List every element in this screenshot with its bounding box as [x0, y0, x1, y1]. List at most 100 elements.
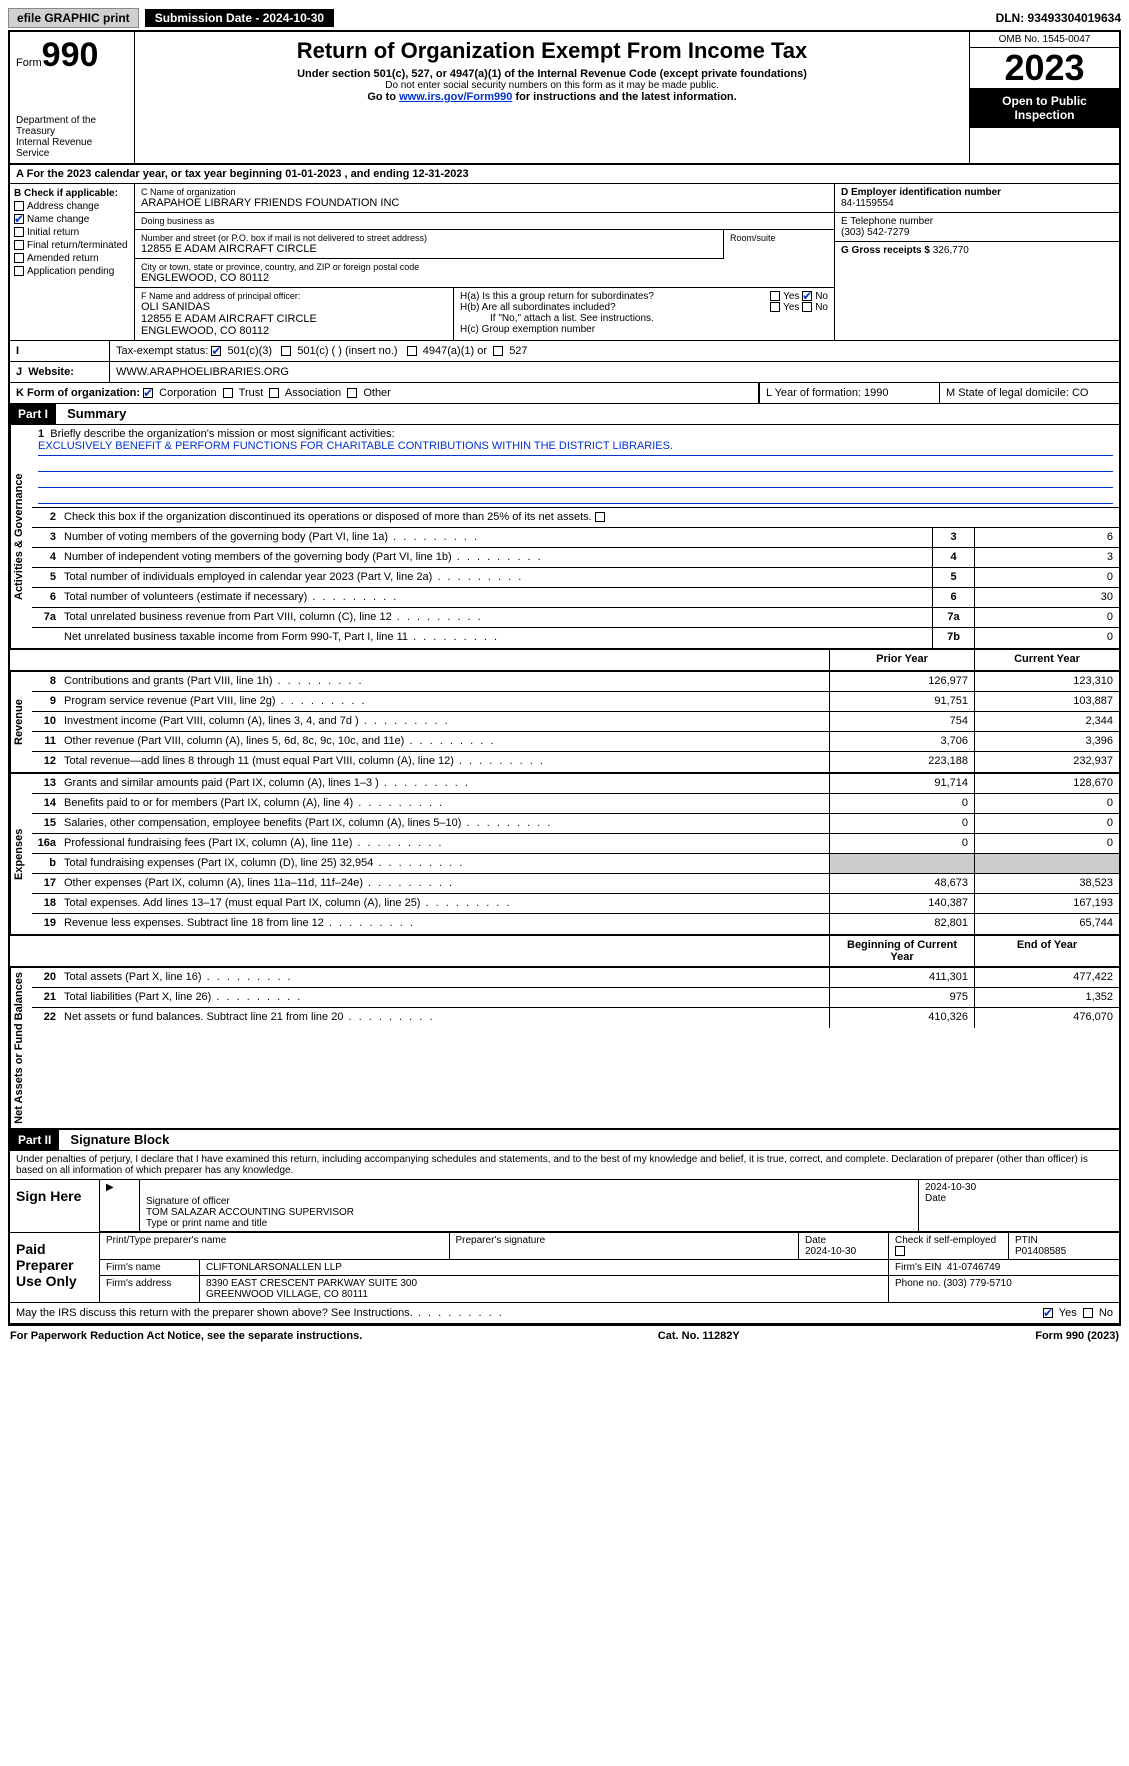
val-4: 3	[974, 548, 1119, 567]
chk-name-change[interactable]	[14, 214, 24, 224]
discuss-yes[interactable]	[1043, 1308, 1053, 1318]
chk-self-employed[interactable]	[895, 1246, 905, 1256]
curr-8: 123,310	[974, 672, 1119, 691]
vtab-netassets: Net Assets or Fund Balances	[10, 968, 32, 1128]
subtitle-3: Go to www.irs.gov/Form990 for instructio…	[143, 91, 961, 103]
curr-15: 0	[974, 814, 1119, 833]
firm-address: 8390 EAST CRESCENT PARKWAY SUITE 300 GRE…	[200, 1276, 889, 1302]
chk-501c3[interactable]	[211, 346, 221, 356]
prior-19: 82,801	[829, 914, 974, 934]
omb-number: OMB No. 1545-0047	[970, 32, 1119, 48]
line-7a: Total unrelated business revenue from Pa…	[60, 608, 932, 627]
part2-hdr: Part II	[10, 1130, 59, 1150]
line-10: Investment income (Part VIII, column (A)…	[60, 712, 829, 731]
line-5: Total number of individuals employed in …	[60, 568, 932, 587]
irs-link[interactable]: www.irs.gov/Form990	[399, 91, 512, 103]
discuss-no[interactable]	[1083, 1308, 1093, 1318]
val-7b: 0	[974, 628, 1119, 648]
chk-527[interactable]	[493, 346, 503, 356]
chk-discontinued[interactable]	[595, 512, 605, 522]
curr-13: 128,670	[974, 774, 1119, 793]
hdr-end: End of Year	[974, 936, 1119, 966]
prior-12: 223,188	[829, 752, 974, 772]
prior-11: 3,706	[829, 732, 974, 751]
line-17: Other expenses (Part IX, column (A), lin…	[60, 874, 829, 893]
street-address: 12855 E ADAM AIRCRAFT CIRCLE	[141, 243, 717, 255]
ptin: P01408585	[1015, 1246, 1066, 1257]
curr-16a: 0	[974, 834, 1119, 853]
chk-assoc[interactable]	[269, 388, 279, 398]
curr-21: 1,352	[974, 988, 1119, 1007]
efile-btn[interactable]: efile GRAPHIC print	[8, 8, 139, 28]
part1-hdr: Part I	[10, 404, 56, 424]
chk-final[interactable]	[14, 240, 24, 250]
discuss-row: May the IRS discuss this return with the…	[10, 1303, 1119, 1324]
prior-b	[829, 854, 974, 873]
form-990: Form990 Department of the Treasury Inter…	[8, 30, 1121, 1326]
chk-corp[interactable]	[143, 388, 153, 398]
chk-4947[interactable]	[407, 346, 417, 356]
subtitle-2: Do not enter social security numbers on …	[143, 80, 961, 91]
curr-19: 65,744	[974, 914, 1119, 934]
col-b-checkboxes: B Check if applicable: Address change Na…	[10, 184, 135, 340]
prior-17: 48,673	[829, 874, 974, 893]
chk-pending[interactable]	[14, 266, 24, 276]
tax-exempt-status: Tax-exempt status: 501(c)(3) 501(c) ( ) …	[110, 341, 1119, 361]
line-11: Other revenue (Part VIII, column (A), li…	[60, 732, 829, 751]
row-i-label: I	[10, 341, 110, 361]
line-13: Grants and similar amounts paid (Part IX…	[60, 774, 829, 793]
val-7a: 0	[974, 608, 1119, 627]
prior-22: 410,326	[829, 1008, 974, 1028]
chk-address[interactable]	[14, 201, 24, 211]
form-footer: Form 990 (2023)	[1035, 1330, 1119, 1342]
tax-year: 2023	[970, 48, 1119, 88]
line-15: Salaries, other compensation, employee b…	[60, 814, 829, 833]
hb-no[interactable]	[802, 302, 812, 312]
chk-amended[interactable]	[14, 253, 24, 263]
line-18: Total expenses. Add lines 13–17 (must eq…	[60, 894, 829, 913]
open-inspection: Open to Public Inspection	[970, 88, 1119, 128]
chk-initial[interactable]	[14, 227, 24, 237]
hb-yes[interactable]	[770, 302, 780, 312]
line-3: Number of voting members of the governin…	[60, 528, 932, 547]
prior-10: 754	[829, 712, 974, 731]
prior-13: 91,714	[829, 774, 974, 793]
line-b: Total fundraising expenses (Part IX, col…	[60, 854, 829, 873]
val-5: 0	[974, 568, 1119, 587]
prior-15: 0	[829, 814, 974, 833]
line-9: Program service revenue (Part VIII, line…	[60, 692, 829, 711]
dept-treasury: Department of the Treasury Internal Reve…	[16, 115, 128, 159]
prior-16a: 0	[829, 834, 974, 853]
vtab-governance: Activities & Governance	[10, 425, 32, 648]
org-name: ARAPAHOE LIBRARY FRIENDS FOUNDATION INC	[141, 197, 828, 209]
line-7b: Net unrelated business taxable income fr…	[60, 628, 932, 648]
row-a-taxyear: A For the 2023 calendar year, or tax yea…	[10, 165, 1119, 184]
ha-yes[interactable]	[770, 291, 780, 301]
prior-14: 0	[829, 794, 974, 813]
line-19: Revenue less expenses. Subtract line 18 …	[60, 914, 829, 934]
website: WWW.ARAPHOELIBRARIES.ORG	[110, 362, 1119, 382]
city-state-zip: ENGLEWOOD, CO 80112	[141, 272, 828, 284]
firm-ein: 41-0746749	[947, 1262, 1000, 1273]
line-12: Total revenue—add lines 8 through 11 (mu…	[60, 752, 829, 772]
chk-501c[interactable]	[281, 346, 291, 356]
dln: DLN: 93493304019634	[996, 11, 1121, 25]
mission-text: EXCLUSIVELY BENEFIT & PERFORM FUNCTIONS …	[38, 440, 1113, 456]
chk-trust[interactable]	[223, 388, 233, 398]
prior-8: 126,977	[829, 672, 974, 691]
paperwork-notice: For Paperwork Reduction Act Notice, see …	[10, 1330, 362, 1342]
ha-no[interactable]	[802, 291, 812, 301]
state-domicile: M State of legal domicile: CO	[939, 383, 1119, 403]
chk-other[interactable]	[347, 388, 357, 398]
year-formation: L Year of formation: 1990	[759, 383, 939, 403]
officer-name: TOM SALAZAR ACCOUNTING SUPERVISOR	[146, 1207, 912, 1218]
line2: Check this box if the organization disco…	[60, 508, 1119, 527]
prep-date: 2024-10-30	[805, 1246, 856, 1257]
gross-receipts: 326,770	[933, 245, 969, 256]
curr-9: 103,887	[974, 692, 1119, 711]
form-label: Form	[16, 57, 42, 69]
cat-no: Cat. No. 11282Y	[658, 1330, 740, 1342]
line-8: Contributions and grants (Part VIII, lin…	[60, 672, 829, 691]
line-14: Benefits paid to or for members (Part IX…	[60, 794, 829, 813]
group-return-section: H(a) Is this a group return for subordin…	[454, 288, 834, 340]
